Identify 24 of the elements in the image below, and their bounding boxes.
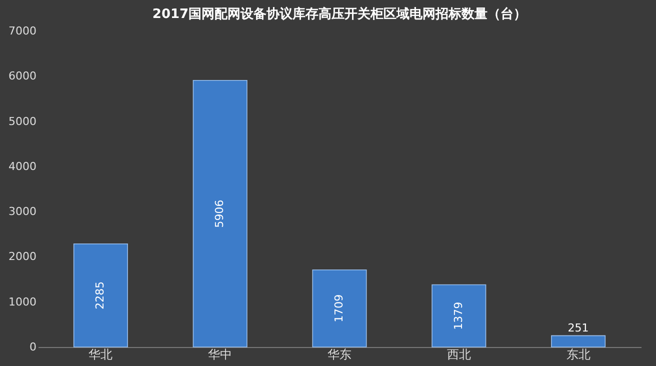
bar [312,269,367,348]
data-label: 5906 [213,200,226,228]
bar [432,284,486,348]
y-tick-label: 5000 [8,114,36,128]
y-tick-label: 6000 [8,70,36,83]
x-tick-label: 华东 [328,348,352,362]
x-tick-label: 华北 [88,348,113,362]
data-label: 1379 [452,302,465,330]
bar [73,243,128,348]
y-tick-label: 2000 [8,250,36,264]
y-tick-label: 0 [30,340,36,354]
y-tick-label: 1000 [8,295,36,308]
y-tick-label: 4000 [8,160,36,173]
data-label: 2285 [94,281,107,310]
y-tick-label: 3000 [8,205,36,218]
chart-title: 2017国网配网设备协议库存高压开关柜区域电网招标数量（台） [152,6,527,22]
bar [551,335,606,348]
y-tick-label: 7000 [8,24,36,38]
x-tick-label: 西北 [446,348,471,362]
bar [192,80,248,348]
data-label: 251 [568,322,589,335]
x-tick-label: 华中 [208,348,232,362]
x-tick-label: 东北 [566,348,590,362]
data-label: 1709 [332,294,346,322]
